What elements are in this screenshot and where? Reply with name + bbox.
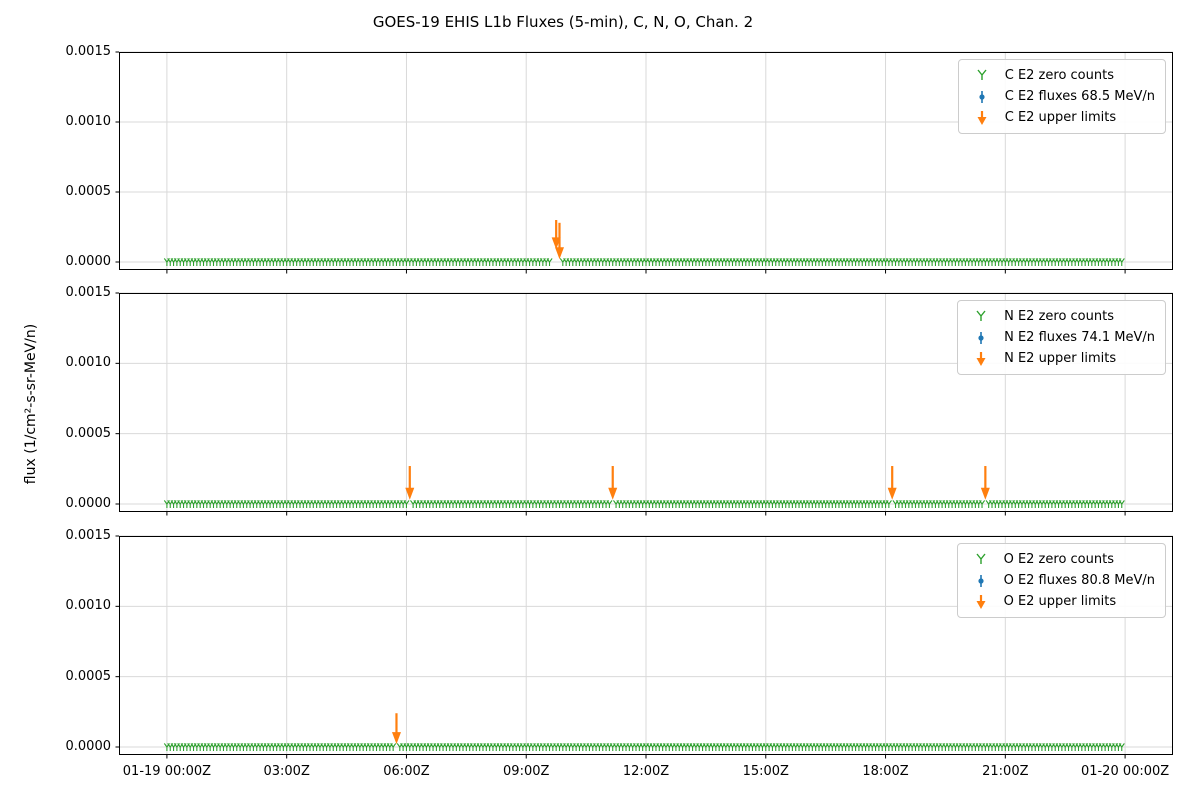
- axes-spines: [119, 52, 1173, 270]
- upper-limit-arrowhead: [980, 487, 990, 500]
- panel-n-plot: [115, 292, 1173, 516]
- legend-item: C E2 upper limits: [967, 107, 1155, 128]
- y-tick-label: 0.0015: [65, 44, 112, 59]
- x-tick-label: 09:00Z: [503, 764, 550, 779]
- y-axis-label: flux (1/cm²-s-sr-MeV/n): [23, 323, 39, 485]
- y-tick-label: 0.0000: [65, 739, 112, 754]
- legend-c: C E2 zero counts C E2 fluxes 68.5 MeV/n C …: [957, 59, 1166, 134]
- y-tick-label: 0.0010: [65, 114, 112, 129]
- legend-label: C E2 upper limits: [1004, 110, 1117, 125]
- x-tick-label: 03:00Z: [263, 764, 310, 779]
- zero-counts-markers: [163, 258, 1125, 266]
- upper-limit-arrowhead: [887, 487, 897, 500]
- x-tick-label: 21:00Z: [982, 764, 1029, 779]
- legend-label: N E2 fluxes 74.1 MeV/n: [1004, 330, 1155, 345]
- legend-item: C E2 fluxes 68.5 MeV/n: [967, 86, 1155, 107]
- panel-c-plot: [115, 51, 1173, 274]
- legend-item: N E2 upper limits: [966, 348, 1155, 369]
- legend-n: N E2 zero counts N E2 fluxes 74.1 MeV/n N …: [957, 300, 1166, 375]
- legend-label: O E2 upper limits: [1003, 594, 1117, 609]
- x-tick-label: 06:00Z: [383, 764, 430, 779]
- tri-down-icon: [976, 310, 986, 321]
- legend-label: C E2 fluxes 68.5 MeV/n: [1004, 89, 1155, 104]
- tri-down-icon: [976, 553, 986, 564]
- subplot-oxygen: 0.0000 0.0005 0.0010 0.0015 01-19 00:00Z 03:0…: [66, 528, 1173, 779]
- upper-limit-arrowhead: [608, 487, 618, 500]
- y-tick-label: 0.0000: [65, 496, 112, 511]
- subplot-carbon: 0.0000 0.0005 0.0010 0.0015 C E2 zero counts…: [66, 44, 1173, 274]
- y-tick-label: 0.0005: [65, 184, 112, 199]
- x-tick-label: 15:00Z: [742, 764, 789, 779]
- zero-counts-markers: [163, 500, 1125, 508]
- tri-down-icon: [977, 69, 987, 80]
- axes-spines: [119, 536, 1173, 755]
- legend-item: C E2 zero counts: [967, 65, 1155, 86]
- y-tick-label: 0.0010: [65, 598, 112, 614]
- legend-o: O E2 zero counts O E2 fluxes 80.8 MeV/n O …: [956, 543, 1166, 618]
- x-tick-label: 01-19 00:00Z: [122, 764, 212, 779]
- upper-limit-arrowhead: [391, 732, 401, 745]
- legend-label: O E2 fluxes 80.8 MeV/n: [1003, 573, 1155, 588]
- errorbar-point-icon: [979, 90, 985, 103]
- down-arrow-icon: [976, 351, 986, 366]
- zero-counts-markers: [163, 743, 1125, 751]
- legend-item: O E2 fluxes 80.8 MeV/n: [966, 570, 1155, 591]
- subplot-nitrogen: 0.0000 0.0005 0.0010 0.0015 N E2 zero counts…: [66, 285, 1173, 516]
- axes-spines: [119, 293, 1173, 512]
- y-tick-label: 0.0000: [65, 254, 112, 269]
- down-arrow-icon: [976, 594, 986, 609]
- x-tick-label: 12:00Z: [622, 764, 670, 779]
- legend-label: N E2 zero counts: [1004, 309, 1114, 324]
- y-tick-label: 0.0015: [65, 285, 112, 300]
- y-tick-label: 0.0010: [65, 355, 112, 371]
- legend-item: N E2 zero counts: [966, 306, 1155, 327]
- legend-item: O E2 zero counts: [966, 549, 1155, 570]
- legend-label: C E2 zero counts: [1004, 68, 1114, 83]
- errorbar-point-icon: [978, 331, 984, 344]
- y-tick-label: 0.0005: [65, 425, 112, 441]
- errorbar-point-icon: [977, 574, 984, 587]
- legend-item: N E2 fluxes 74.1 MeV/n: [966, 327, 1155, 348]
- x-tick-label: 01-20 00:00Z: [1080, 764, 1170, 779]
- chart-title: GOES-19 EHIS L1b Fluxes (5-min), C, N, O…: [372, 13, 754, 31]
- upper-limit-arrowhead: [554, 247, 564, 260]
- legend-label: N E2 upper limits: [1004, 351, 1117, 366]
- panel-o-plot: [115, 535, 1173, 759]
- down-arrow-icon: [977, 110, 987, 125]
- legend-item: O E2 upper limits: [966, 591, 1155, 612]
- legend-label: O E2 zero counts: [1003, 552, 1114, 567]
- y-tick-label: 0.0015: [65, 528, 112, 543]
- x-tick-label: 18:00Z: [862, 764, 909, 779]
- y-tick-label: 0.0005: [65, 668, 112, 684]
- upper-limit-arrowhead: [405, 487, 415, 500]
